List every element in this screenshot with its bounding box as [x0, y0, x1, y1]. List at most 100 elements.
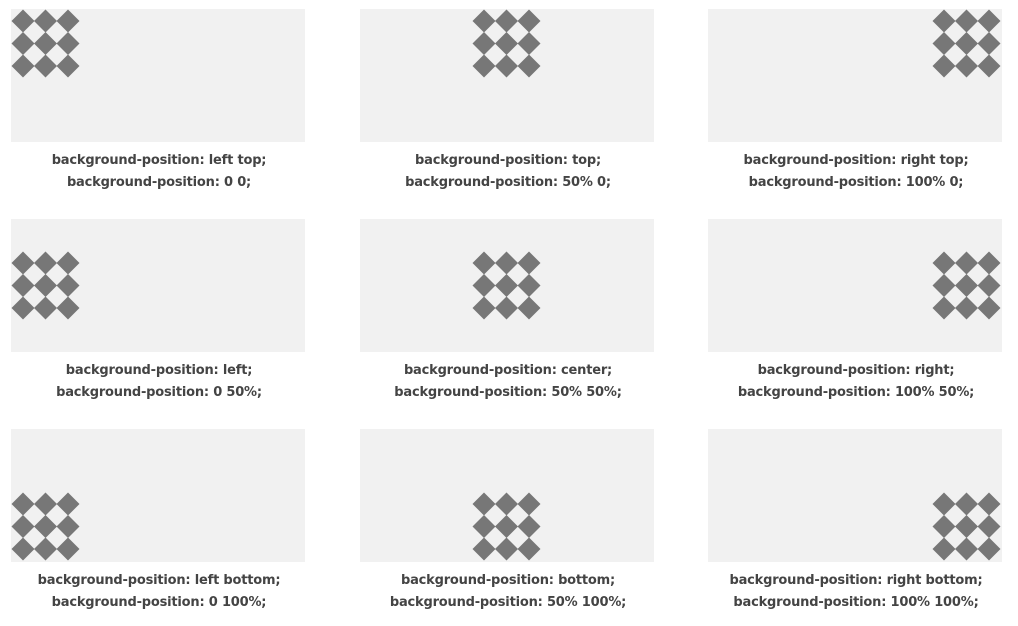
caption: background-position: right top; backgrou… — [708, 150, 1004, 194]
diamond-shape — [11, 296, 35, 319]
preview-panel — [11, 429, 305, 562]
preview-panel — [708, 9, 1002, 142]
diamond-shape — [932, 32, 956, 55]
diamond-shape — [517, 54, 541, 78]
diamond-shape — [56, 9, 80, 33]
diamond-pattern-icon — [11, 251, 80, 319]
diamond-shape — [56, 537, 80, 561]
diamond-shape — [34, 492, 57, 516]
caption-percent: background-position: 0 50%; — [56, 385, 262, 400]
diamond-shape — [472, 273, 496, 297]
caption-keyword: background-position: right bottom; — [729, 573, 983, 588]
diamond-shape — [517, 32, 541, 55]
caption-percent: background-position: 100% 0; — [748, 175, 964, 190]
diamond-shape — [977, 9, 1001, 33]
diamond-shape — [56, 32, 80, 55]
preview-panel — [360, 9, 654, 142]
caption-keyword: background-position: left; — [65, 363, 253, 378]
caption-keyword: background-position: top; — [415, 153, 601, 168]
diamond-shape — [495, 54, 518, 78]
preview-panel — [708, 429, 1002, 562]
diamond-shape — [472, 537, 496, 561]
diamond-pattern-icon — [932, 9, 1001, 78]
diamond-shape — [955, 537, 978, 561]
diamond-shape — [11, 251, 35, 274]
diamond-shape — [34, 273, 57, 297]
diamond-shape — [517, 251, 541, 274]
diamond-shape — [56, 273, 80, 297]
caption-keyword: background-position: bottom; — [400, 573, 616, 588]
caption: background-position: left top; backgroun… — [11, 150, 307, 194]
diamond-shape — [56, 515, 80, 538]
diamond-shape — [472, 492, 496, 516]
diamond-shape — [11, 273, 35, 297]
diamond-pattern-icon — [932, 492, 1001, 561]
example-left-top: background-position: left top; backgroun… — [11, 9, 307, 194]
caption: background-position: center; background-… — [360, 360, 656, 404]
diamond-shape — [977, 296, 1001, 319]
preview-panel — [360, 219, 654, 352]
caption-keyword: background-position: right; — [757, 363, 955, 378]
diamond-shape — [56, 492, 80, 516]
diamond-shape — [932, 515, 956, 538]
diamond-shape — [955, 273, 978, 297]
diamond-shape — [11, 32, 35, 55]
diamond-shape — [517, 273, 541, 297]
diamond-shape — [472, 54, 496, 78]
diamond-shape — [977, 492, 1001, 516]
diamond-shape — [34, 296, 57, 319]
caption: background-position: right; background-p… — [708, 360, 1004, 404]
caption-percent: background-position: 50% 50%; — [394, 385, 622, 400]
diamond-shape — [11, 492, 35, 516]
diamond-shape — [955, 32, 978, 55]
diamond-shape — [955, 54, 978, 78]
diamond-shape — [932, 251, 956, 274]
diamond-shape — [977, 273, 1001, 297]
diamond-shape — [34, 54, 57, 78]
diamond-shape — [517, 537, 541, 561]
diamond-shape — [495, 32, 518, 55]
caption-percent: background-position: 0 0; — [66, 175, 252, 190]
example-left: background-position: left; background-po… — [11, 219, 307, 404]
diamond-shape — [517, 296, 541, 319]
example-center: background-position: center; background-… — [360, 219, 656, 404]
diamond-shape — [495, 537, 518, 561]
diamond-shape — [977, 54, 1001, 78]
diamond-shape — [56, 54, 80, 78]
diamond-shape — [932, 54, 956, 78]
diamond-shape — [932, 296, 956, 319]
diamond-shape — [472, 32, 496, 55]
diamond-shape — [517, 9, 541, 33]
preview-panel — [360, 429, 654, 562]
diamond-shape — [472, 515, 496, 538]
diamond-shape — [11, 54, 35, 78]
caption-percent: background-position: 50% 100%; — [389, 595, 627, 610]
diamond-shape — [34, 537, 57, 561]
example-right-top: background-position: right top; backgrou… — [708, 9, 1004, 194]
diamond-shape — [34, 251, 57, 274]
caption-keyword: background-position: left top; — [51, 153, 267, 168]
caption: background-position: left; background-po… — [11, 360, 307, 404]
caption: background-position: left bottom; backgr… — [11, 570, 307, 614]
diamond-shape — [11, 537, 35, 561]
diamond-pattern-icon — [11, 9, 80, 78]
diamond-shape — [495, 515, 518, 538]
example-bottom: background-position: bottom; background-… — [360, 429, 656, 614]
diamond-shape — [955, 251, 978, 274]
caption-keyword: background-position: left bottom; — [37, 573, 281, 588]
diamond-shape — [34, 515, 57, 538]
diamond-shape — [495, 251, 518, 274]
diamond-shape — [955, 9, 978, 33]
diamond-shape — [517, 492, 541, 516]
diamond-shape — [932, 273, 956, 297]
diamond-shape — [517, 515, 541, 538]
preview-panel — [11, 219, 305, 352]
diamond-shape — [977, 515, 1001, 538]
diamond-shape — [56, 251, 80, 274]
preview-panel — [708, 219, 1002, 352]
diamond-shape — [977, 537, 1001, 561]
caption-percent: background-position: 100% 100%; — [733, 595, 979, 610]
diamond-shape — [932, 537, 956, 561]
diamond-shape — [34, 32, 57, 55]
